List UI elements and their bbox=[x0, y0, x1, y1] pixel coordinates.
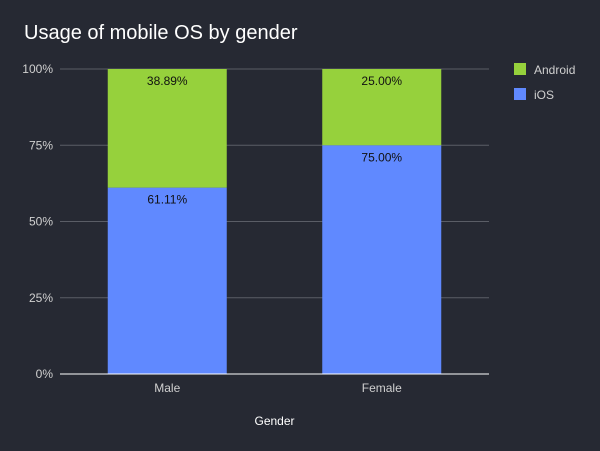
x-axis-ticks: Male Female bbox=[154, 381, 402, 395]
legend: Android iOS bbox=[514, 63, 575, 102]
legend-item-ios: iOS bbox=[514, 88, 554, 102]
legend-swatch-android bbox=[514, 63, 526, 75]
legend-label-ios: iOS bbox=[534, 88, 554, 102]
y-tick-label: 25% bbox=[29, 291, 53, 305]
data-label-android-male: 38.89% bbox=[147, 74, 188, 88]
y-tick-label: 75% bbox=[29, 138, 53, 152]
y-tick-label: 50% bbox=[29, 215, 53, 229]
data-label-android-female: 25.00% bbox=[361, 74, 402, 88]
bar-ios-male bbox=[107, 187, 227, 374]
bars bbox=[107, 69, 442, 374]
y-axis-ticks: 0% 25% 50% 75% 100% bbox=[22, 62, 53, 381]
y-tick-label: 100% bbox=[22, 62, 53, 76]
bar-android-male bbox=[107, 69, 227, 188]
data-labels: 61.11% 38.89% 75.00% 25.00% bbox=[147, 74, 403, 207]
legend-label-android: Android bbox=[534, 63, 575, 77]
legend-swatch-ios bbox=[514, 88, 526, 100]
y-tick-label: 0% bbox=[36, 367, 54, 381]
x-tick-label: Male bbox=[154, 381, 180, 395]
x-axis-title: Gender bbox=[254, 414, 294, 428]
x-tick-label: Female bbox=[362, 381, 402, 395]
chart-title: Usage of mobile OS by gender bbox=[24, 22, 298, 44]
bar-android-female bbox=[322, 69, 442, 146]
legend-item-android: Android bbox=[514, 63, 575, 77]
bar-ios-female bbox=[322, 145, 442, 374]
data-label-ios-male: 61.11% bbox=[147, 193, 187, 207]
data-label-ios-female: 75.00% bbox=[361, 150, 402, 164]
